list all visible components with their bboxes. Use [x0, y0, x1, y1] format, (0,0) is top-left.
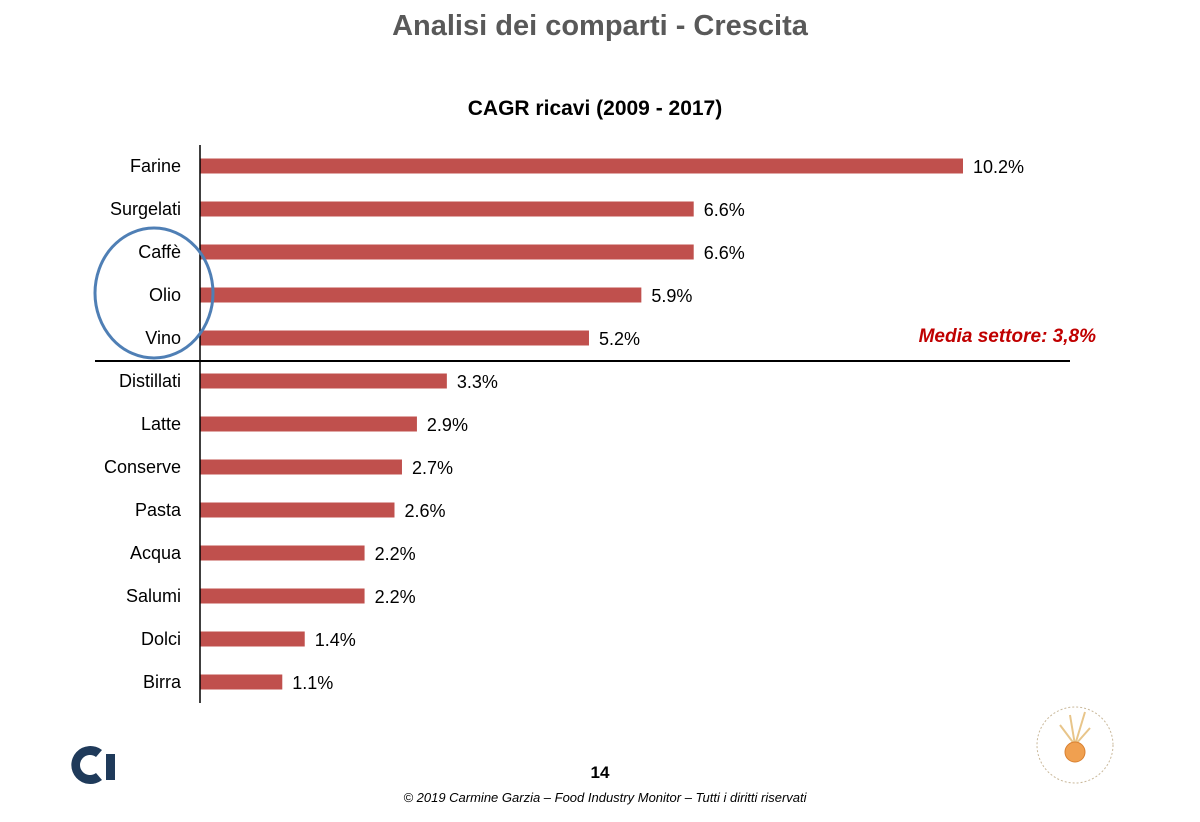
- university-seal-logo: [1030, 700, 1120, 795]
- category-label: Acqua: [130, 543, 182, 563]
- footer-copyright: © 2019 Carmine Garzia – Food Industry Mo…: [403, 790, 807, 805]
- category-label: Pasta: [135, 500, 182, 520]
- data-label: 2.2%: [375, 544, 416, 564]
- data-label: 2.2%: [375, 587, 416, 607]
- category-label: Olio: [149, 285, 181, 305]
- bar-salumi: [200, 588, 365, 604]
- category-label: Distillati: [119, 371, 181, 391]
- category-label: Conserve: [104, 457, 181, 477]
- data-label: 5.9%: [651, 286, 692, 306]
- bar-pasta: [200, 502, 395, 518]
- bar-farine: [200, 158, 963, 174]
- data-label: 2.9%: [427, 415, 468, 435]
- category-label: Birra: [143, 672, 182, 692]
- data-label: 10.2%: [973, 157, 1024, 177]
- data-label: 5.2%: [599, 329, 640, 349]
- data-label: 1.4%: [315, 630, 356, 650]
- category-label: Latte: [141, 414, 181, 434]
- sector-average-annotation: Media settore: 3,8%: [918, 326, 1096, 347]
- bar-surgelati: [200, 201, 694, 217]
- slide-title: Analisi dei comparti - Crescita: [392, 10, 808, 42]
- category-label: Salumi: [126, 586, 181, 606]
- data-label: 1.1%: [292, 673, 333, 693]
- ci-logo: [68, 740, 120, 795]
- data-label: 6.6%: [704, 200, 745, 220]
- data-label: 6.6%: [704, 243, 745, 263]
- data-label: 2.7%: [412, 458, 453, 478]
- highlight-circle: [93, 226, 215, 360]
- data-label: 3.3%: [457, 372, 498, 392]
- category-label: Vino: [145, 328, 181, 348]
- bar-acqua: [200, 545, 365, 561]
- bar-birra: [200, 674, 283, 690]
- bar-vino: [200, 330, 589, 346]
- category-label: Caffè: [138, 242, 181, 262]
- bar-latte: [200, 416, 417, 432]
- category-label: Farine: [130, 156, 181, 176]
- category-label: Surgelati: [110, 199, 181, 219]
- bar-distillati: [200, 373, 447, 389]
- chart-title: CAGR ricavi (2009 - 2017): [467, 97, 723, 120]
- category-label: Dolci: [141, 629, 181, 649]
- page-number: 14: [590, 763, 610, 782]
- data-label: 2.6%: [404, 501, 445, 521]
- bar-caffè: [200, 244, 694, 260]
- bar-olio: [200, 287, 642, 303]
- bar-conserve: [200, 459, 402, 475]
- bar-dolci: [200, 631, 305, 647]
